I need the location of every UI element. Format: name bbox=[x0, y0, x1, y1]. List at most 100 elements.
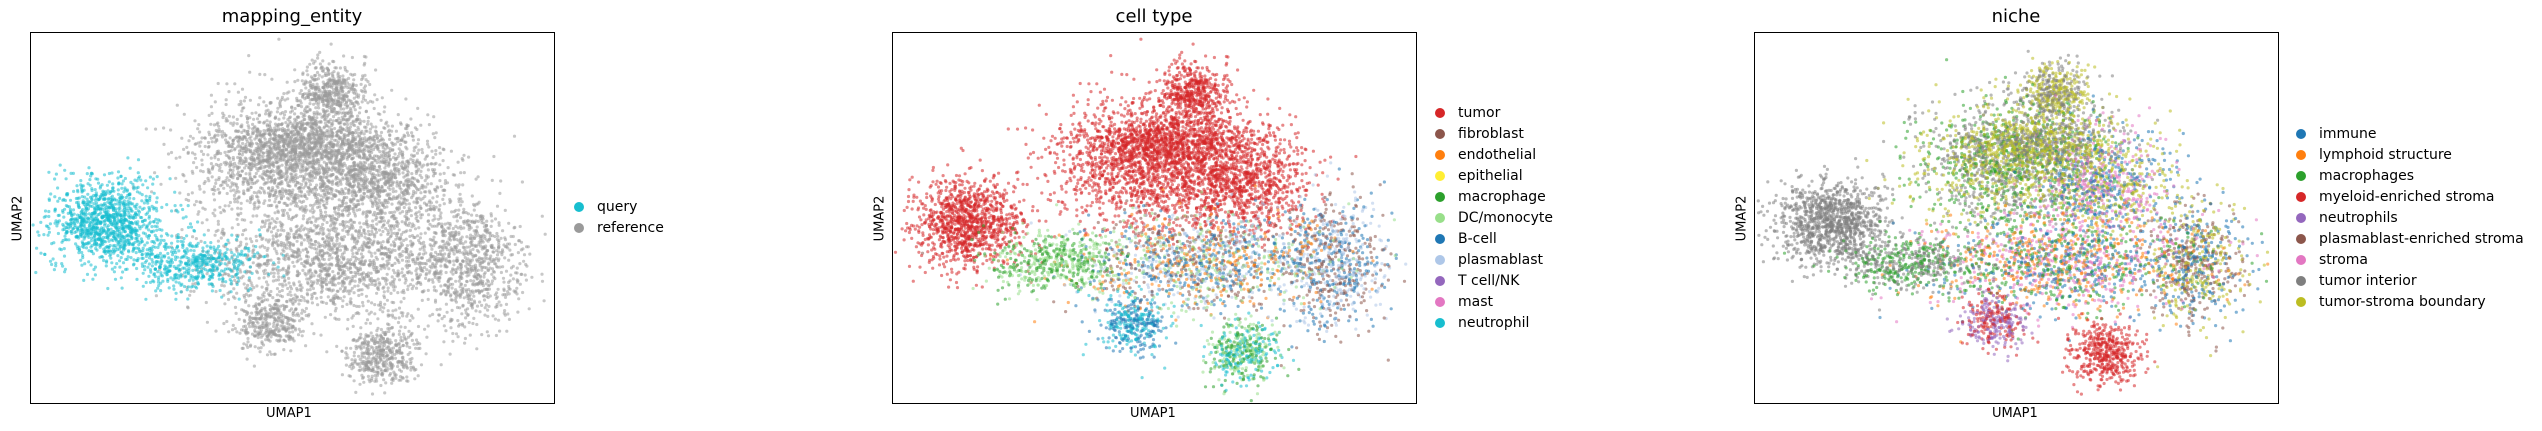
scatter-point bbox=[486, 314, 490, 318]
scatter-point bbox=[257, 200, 261, 204]
scatter-point bbox=[431, 280, 435, 284]
scatter-point bbox=[342, 295, 346, 299]
scatter-point bbox=[423, 245, 427, 249]
scatter-point bbox=[363, 98, 368, 102]
scatter-point bbox=[503, 295, 508, 299]
scatter-point bbox=[475, 225, 479, 229]
scatter-point bbox=[378, 167, 382, 171]
scatter-point bbox=[215, 150, 219, 154]
scatter-point bbox=[329, 224, 333, 228]
scatter-point bbox=[336, 170, 340, 174]
scatter-point bbox=[227, 156, 231, 160]
scatter-point bbox=[307, 234, 311, 238]
scatter-point bbox=[342, 235, 346, 239]
scatter-point bbox=[459, 171, 463, 175]
scatter-point bbox=[304, 79, 308, 83]
scatter-point bbox=[472, 229, 476, 233]
scatter-point bbox=[370, 229, 374, 233]
scatter-point bbox=[487, 262, 491, 266]
scatter-point bbox=[340, 87, 344, 92]
scatter-point bbox=[429, 182, 433, 186]
scatter-point bbox=[463, 336, 467, 341]
scatter-point bbox=[335, 175, 339, 179]
scatter-point bbox=[444, 293, 448, 297]
scatter-point bbox=[217, 124, 221, 128]
scatter-point bbox=[150, 190, 154, 194]
scatter-point bbox=[196, 141, 200, 145]
scatter-point bbox=[334, 188, 338, 193]
scatter-point bbox=[412, 200, 416, 204]
scatter-point bbox=[457, 200, 461, 204]
scatter-point bbox=[401, 139, 405, 143]
scatter-point bbox=[395, 184, 399, 188]
scatter-point bbox=[222, 161, 226, 165]
scatter-point bbox=[518, 282, 522, 286]
scatter-point bbox=[372, 106, 376, 111]
scatter-point bbox=[385, 205, 389, 209]
scatter-point bbox=[455, 243, 459, 247]
scatter-point bbox=[512, 226, 516, 230]
scatter-point bbox=[298, 91, 302, 95]
scatter-point bbox=[485, 266, 489, 270]
scatter-point bbox=[399, 142, 403, 147]
scatter-point bbox=[509, 266, 514, 270]
scatter-point bbox=[311, 97, 315, 101]
scatter-point bbox=[305, 177, 309, 181]
scatter-point bbox=[445, 248, 449, 252]
scatter-point bbox=[349, 200, 353, 204]
scatter-point bbox=[427, 145, 431, 149]
scatter-point bbox=[349, 102, 353, 106]
scatter-point bbox=[212, 192, 216, 196]
scatter-point bbox=[384, 282, 388, 286]
scatter-point bbox=[434, 271, 438, 275]
scatter-point bbox=[330, 197, 334, 201]
scatter-point bbox=[482, 272, 486, 276]
scatter-point bbox=[276, 96, 280, 100]
scatter-point bbox=[405, 263, 409, 267]
scatter-point bbox=[325, 184, 330, 188]
scatter-point bbox=[391, 190, 395, 194]
scatter-point bbox=[418, 163, 422, 167]
scatter-point bbox=[284, 191, 288, 195]
scatter-point bbox=[428, 222, 432, 226]
scatter-point bbox=[237, 244, 241, 248]
scatter-point bbox=[486, 284, 490, 288]
scatter-point bbox=[228, 168, 232, 172]
scatter-point bbox=[331, 75, 335, 79]
scatter-point bbox=[492, 154, 496, 159]
scatter-point bbox=[411, 182, 415, 186]
scatter-point bbox=[385, 180, 390, 185]
scatter-point bbox=[395, 220, 399, 224]
scatter-point bbox=[297, 280, 301, 284]
scatter-point bbox=[497, 223, 501, 227]
scatter-point bbox=[222, 284, 226, 288]
scatter-point bbox=[458, 262, 462, 267]
scatter-point bbox=[303, 265, 307, 269]
scatter-point bbox=[182, 112, 186, 116]
scatter-point bbox=[331, 288, 335, 292]
scatter-point bbox=[475, 213, 479, 218]
scatter-point bbox=[376, 317, 380, 321]
scatter-point bbox=[222, 180, 226, 184]
scatter-point bbox=[343, 245, 348, 249]
scatter-point bbox=[166, 152, 171, 156]
scatter-point bbox=[285, 80, 289, 84]
scatter-point bbox=[419, 232, 423, 236]
scatter-point bbox=[335, 218, 339, 222]
scatter-point bbox=[289, 194, 293, 198]
scatter-point bbox=[326, 196, 330, 200]
scatter-point bbox=[334, 85, 338, 89]
scatter-point bbox=[279, 228, 283, 232]
scatter-point bbox=[400, 161, 404, 165]
scatter-point bbox=[330, 263, 334, 267]
scatter-point bbox=[231, 123, 235, 127]
scatter-point bbox=[346, 104, 350, 108]
scatter-point bbox=[486, 291, 490, 295]
scatter-point bbox=[359, 225, 363, 229]
scatter-point bbox=[279, 112, 283, 116]
scatter-point bbox=[433, 275, 437, 279]
scatter-point bbox=[464, 264, 468, 268]
scatter-point bbox=[227, 204, 231, 208]
scatter-point bbox=[241, 233, 245, 237]
scatter-point bbox=[394, 189, 398, 193]
